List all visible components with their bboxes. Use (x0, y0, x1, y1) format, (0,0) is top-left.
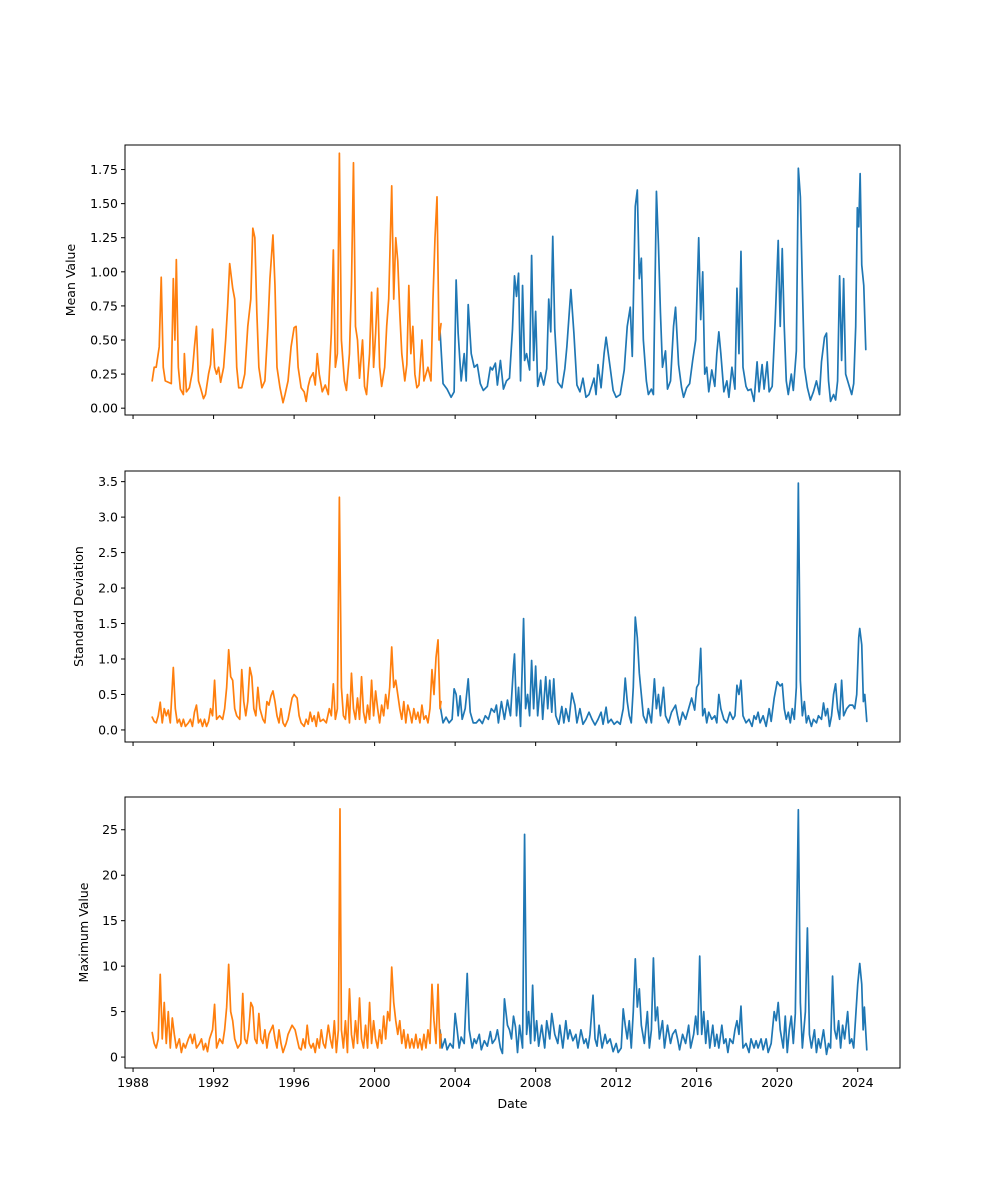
x-tick-label: 2020 (761, 1075, 793, 1090)
x-tick-label: 2012 (600, 1075, 632, 1090)
axes-frame (124, 470, 901, 743)
y-tick-label: 0.5 (98, 687, 118, 702)
y-tick-label: 0.25 (90, 367, 118, 382)
y-tick-label: 25 (102, 822, 118, 837)
y-tick-label: 0.50 (90, 333, 118, 348)
x-tick-label: 2000 (359, 1075, 391, 1090)
x-tick-label: 1988 (117, 1075, 149, 1090)
line-series-b (151, 807, 442, 1054)
y-tick-label: 1.25 (90, 230, 118, 245)
line-series-a (439, 167, 867, 403)
y-tick-label: 1.0 (98, 651, 118, 666)
x-tick-label: 2024 (842, 1075, 874, 1090)
y-tick-label: 0.75 (90, 298, 118, 313)
x-tick-label: 2008 (520, 1075, 552, 1090)
y-tick-label: 0 (110, 1050, 118, 1065)
y-tick-label: 2.5 (98, 545, 118, 560)
axes-frame (124, 796, 901, 1069)
x-axis-label: Date (498, 1096, 528, 1111)
y-tick-label: 1.50 (90, 196, 118, 211)
y-tick-label: 15 (102, 913, 118, 928)
y-tick-label: 3.5 (98, 474, 118, 489)
line-series-b (151, 152, 442, 404)
x-tick-label: 1992 (198, 1075, 230, 1090)
y-tick-label: 3.0 (98, 510, 118, 525)
y-axis-label: Maximum Value (76, 882, 91, 982)
x-tick-label: 2016 (681, 1075, 713, 1090)
line-series-a (439, 808, 868, 1056)
y-tick-label: 0.00 (90, 401, 118, 416)
y-tick-label: 20 (102, 868, 118, 883)
subplot-3: 0 5 10 15 20 25 1988 1992 1996 2000 2004 2008 2012 20… (76, 796, 901, 1111)
axes-frame (124, 144, 901, 416)
y-tick-label: 1.5 (98, 616, 118, 631)
y-axis-label: Standard Deviation (71, 546, 86, 667)
y-tick-label: 0.0 (98, 722, 118, 737)
x-tick-label: 1996 (278, 1075, 310, 1090)
y-tick-label: 5 (110, 1004, 118, 1019)
y-tick-label: 2.0 (98, 581, 118, 596)
subplot-1: 0.00 0.25 0.50 0.75 1.00 1.25 1.50 1.75 Mean Val… (63, 144, 901, 419)
y-axis-label: Mean Value (63, 244, 78, 317)
line-series-b (151, 496, 442, 728)
y-tick-label: 1.75 (90, 162, 118, 177)
y-tick-label: 1.00 (90, 264, 118, 279)
subplot-2: 0.0 0.5 1.0 1.5 2.0 2.5 3.0 3.5 Standard Deviati… (71, 470, 901, 746)
y-tick-label: 10 (102, 959, 118, 974)
line-series-a (439, 482, 868, 728)
x-tick-label: 2004 (439, 1075, 471, 1090)
